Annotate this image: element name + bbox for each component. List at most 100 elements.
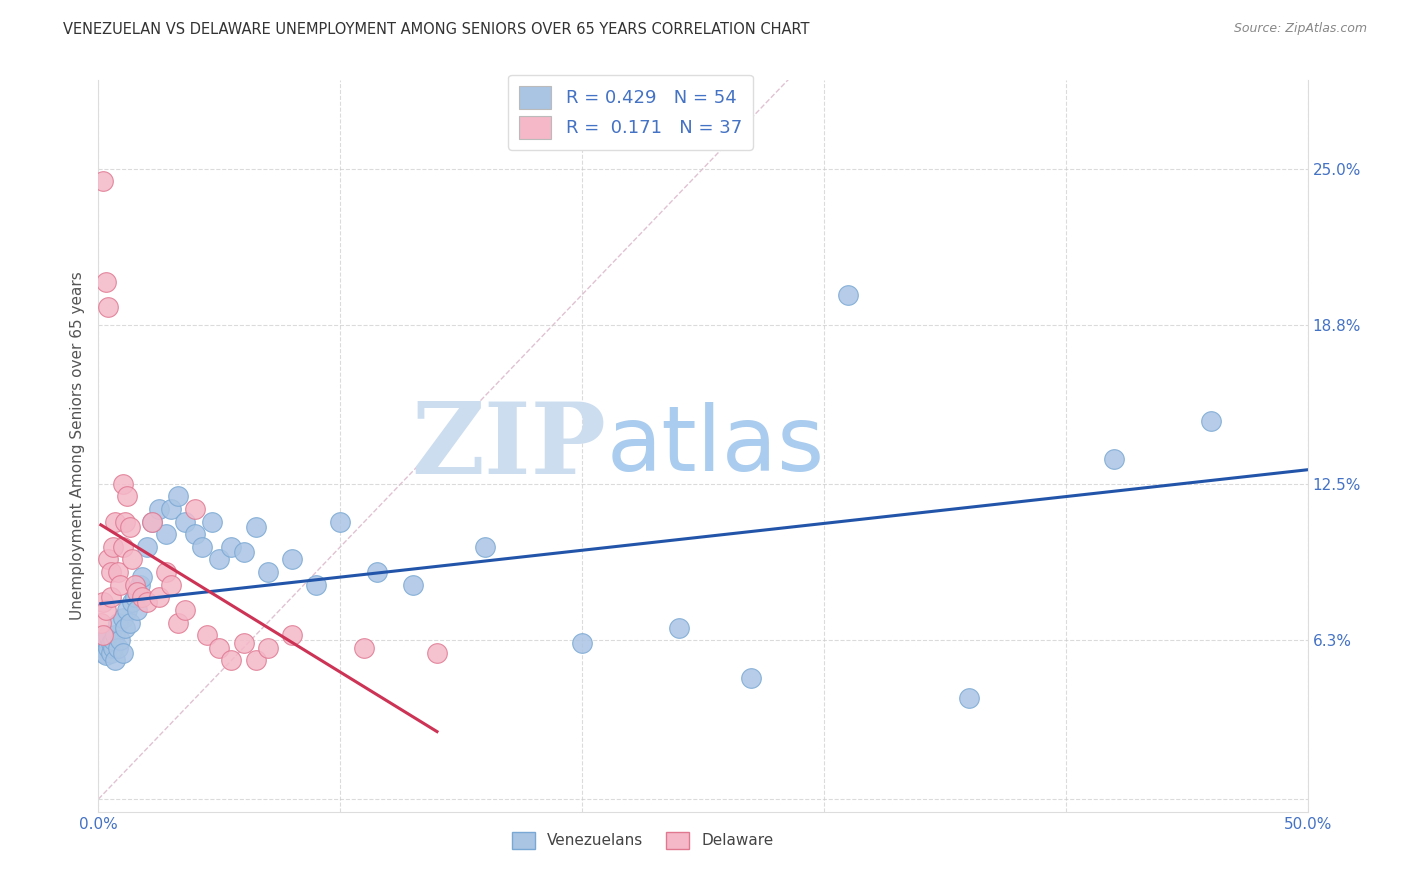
Point [256, 565, 278, 579]
Point [195, 628, 218, 642]
Point [108, 578, 131, 592]
Point [155, 565, 177, 579]
Point [94, 633, 117, 648]
Point [107, 615, 129, 630]
Point [104, 628, 127, 642]
Point [118, 519, 141, 533]
Point [101, 640, 124, 655]
Point [111, 646, 134, 660]
Point [90, 615, 112, 630]
Point [232, 636, 254, 650]
Point [118, 615, 141, 630]
Point [94, 603, 117, 617]
Point [174, 603, 197, 617]
Point [141, 515, 163, 529]
Point [135, 595, 157, 609]
Point [305, 578, 328, 592]
Point [111, 476, 134, 491]
Point [957, 691, 980, 706]
Point [108, 633, 131, 648]
Text: atlas: atlas [606, 402, 824, 490]
Point [97, 640, 120, 655]
Point [184, 527, 207, 541]
Point [124, 578, 146, 592]
Point [281, 628, 304, 642]
Point [1102, 451, 1125, 466]
Point [135, 540, 157, 554]
Point [104, 653, 127, 667]
Point [104, 515, 127, 529]
Text: ZIP: ZIP [412, 398, 606, 494]
Point [155, 527, 177, 541]
Point [90, 633, 112, 648]
Point [426, 646, 449, 660]
Point [201, 515, 224, 529]
Point [167, 490, 190, 504]
Point [571, 636, 593, 650]
Point [100, 591, 122, 605]
Point [668, 621, 690, 635]
Point [281, 552, 304, 566]
Point [131, 591, 153, 605]
Point [94, 648, 117, 663]
Point [191, 540, 214, 554]
Point [111, 540, 134, 554]
Point [232, 545, 254, 559]
Point [97, 300, 120, 314]
Point [256, 640, 278, 655]
Point [160, 502, 183, 516]
Point [91, 646, 114, 660]
Point [117, 490, 139, 504]
Point [101, 540, 124, 554]
Point [245, 519, 267, 533]
Point [148, 502, 170, 516]
Point [402, 578, 425, 592]
Point [837, 287, 859, 301]
Point [1199, 414, 1222, 428]
Point [107, 565, 129, 579]
Point [114, 515, 136, 529]
Point [474, 540, 496, 554]
Point [91, 640, 114, 655]
Point [91, 595, 114, 609]
Point [127, 585, 149, 599]
Legend: Venezuelans, Delaware: Venezuelans, Delaware [506, 825, 779, 855]
Point [329, 515, 352, 529]
Point [97, 628, 120, 642]
Point [127, 603, 149, 617]
Point [141, 515, 163, 529]
Point [100, 565, 122, 579]
Point [100, 646, 122, 660]
Point [97, 552, 120, 566]
Text: Source: ZipAtlas.com: Source: ZipAtlas.com [1233, 22, 1367, 36]
Point [121, 595, 143, 609]
Point [221, 540, 243, 554]
Point [124, 591, 146, 605]
Y-axis label: Unemployment Among Seniors over 65 years: Unemployment Among Seniors over 65 years [70, 272, 86, 620]
Point [94, 275, 117, 289]
Point [366, 565, 388, 579]
Point [208, 640, 231, 655]
Point [111, 610, 134, 624]
Point [101, 633, 124, 648]
Point [148, 591, 170, 605]
Point [121, 552, 143, 566]
Point [128, 578, 150, 592]
Point [107, 640, 129, 655]
Point [167, 615, 190, 630]
Point [353, 640, 375, 655]
Point [117, 603, 139, 617]
Point [160, 578, 183, 592]
Point [100, 636, 122, 650]
Point [208, 552, 231, 566]
Point [91, 174, 114, 188]
Point [91, 628, 114, 642]
Point [740, 671, 762, 685]
Point [245, 653, 267, 667]
Point [221, 653, 243, 667]
Point [184, 502, 207, 516]
Point [174, 515, 197, 529]
Point [131, 570, 153, 584]
Point [114, 621, 136, 635]
Text: VENEZUELAN VS DELAWARE UNEMPLOYMENT AMONG SENIORS OVER 65 YEARS CORRELATION CHAR: VENEZUELAN VS DELAWARE UNEMPLOYMENT AMON… [63, 22, 810, 37]
